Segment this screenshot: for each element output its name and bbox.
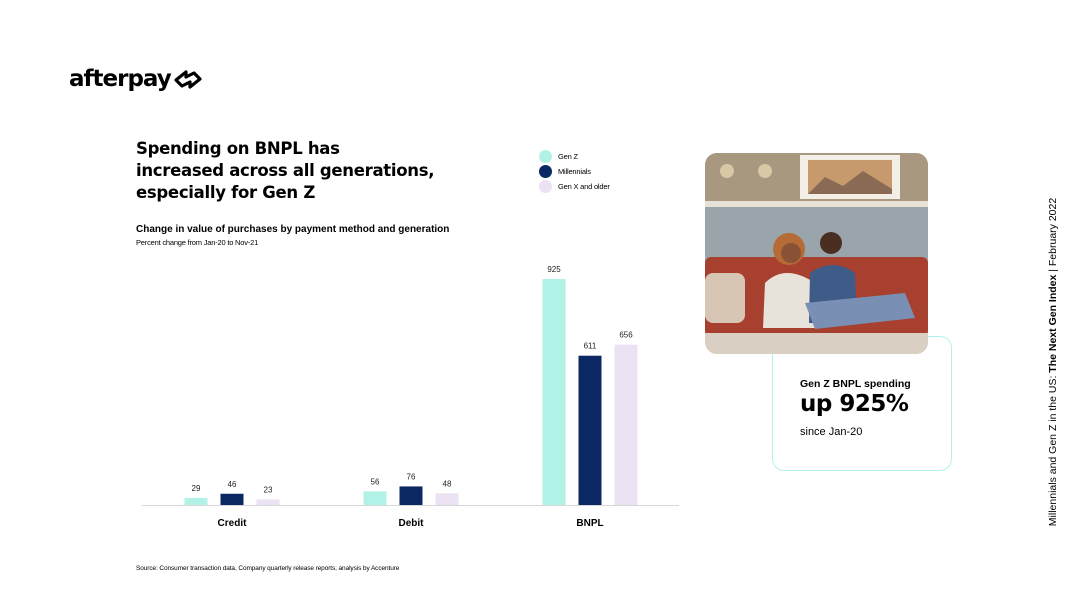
- legend-item: Gen X and older: [539, 179, 610, 194]
- afterpay-loop-icon: [174, 70, 202, 89]
- bar: [256, 499, 280, 505]
- legend-swatch: [539, 180, 552, 193]
- headline: Spending on BNPL has increased across al…: [136, 138, 436, 204]
- category-label: BNPL: [576, 518, 603, 529]
- bar-value-label: 656: [619, 331, 633, 340]
- bar: [614, 344, 638, 505]
- bar-value-label: 925: [547, 265, 561, 274]
- category-label: Credit: [218, 518, 248, 529]
- bar-value-label: 76: [407, 472, 416, 481]
- bar: [399, 486, 423, 505]
- headline-line-3: especially for Gen Z: [136, 183, 315, 202]
- bar: [184, 497, 208, 505]
- legend-swatch: [539, 165, 552, 178]
- category-label: Debit: [399, 518, 425, 529]
- bar-value-label: 611: [584, 342, 597, 351]
- headline-line-2: increased across all generations,: [136, 161, 435, 180]
- bar-value-label: 48: [443, 479, 452, 488]
- photo-illustration: [705, 153, 928, 354]
- bar-value-label: 29: [192, 484, 201, 493]
- bar-value-label: 56: [371, 477, 380, 486]
- legend-label: Gen X and older: [558, 182, 610, 191]
- bar: [578, 355, 602, 505]
- legend-item: Gen Z: [539, 149, 610, 164]
- chart-subtitle: Percent change from Jan-20 to Nov-21: [136, 238, 259, 247]
- legend-item: Millennials: [539, 164, 610, 179]
- chart-title: Change in value of purchases by payment …: [136, 224, 450, 235]
- bar: [542, 279, 566, 505]
- report-footer-title: The Next Gen Index: [1047, 274, 1059, 373]
- callout-subtext: since Jan-20: [800, 426, 863, 438]
- bar-value-label: 46: [228, 480, 237, 489]
- bar-value-label: 23: [264, 485, 273, 494]
- legend-label: Millennials: [558, 167, 591, 176]
- callout-label: Gen Z BNPL spending: [800, 378, 911, 390]
- chart-legend: Gen Z Millennials Gen X and older: [539, 149, 610, 194]
- source-note: Source: Consumer transaction data, Compa…: [136, 565, 400, 572]
- bar: [435, 493, 459, 505]
- legend-label: Gen Z: [558, 152, 578, 161]
- afterpay-logo: afterpay: [69, 66, 203, 92]
- report-footer-date: February 2022: [1047, 197, 1059, 267]
- callout-value: up 925%: [800, 391, 909, 417]
- headline-line-1: Spending on BNPL has: [136, 139, 340, 158]
- logo-wordmark: afterpay: [69, 66, 172, 92]
- couple-on-sofa-photo: [705, 153, 928, 354]
- report-footer-prefix: Millennials and Gen Z in the US:: [1047, 372, 1059, 527]
- report-footer-vertical: Millennials and Gen Z in the US: The Nex…: [1047, 198, 1059, 526]
- callout-card: [772, 336, 952, 471]
- bar: [363, 491, 387, 505]
- legend-swatch: [539, 150, 552, 163]
- bar-chart: 29 46 23 Credit 56 76 48 Debit 925 611 656 BNPL: [142, 265, 679, 529]
- bar: [220, 493, 244, 505]
- report-footer-separator: |: [1047, 266, 1059, 275]
